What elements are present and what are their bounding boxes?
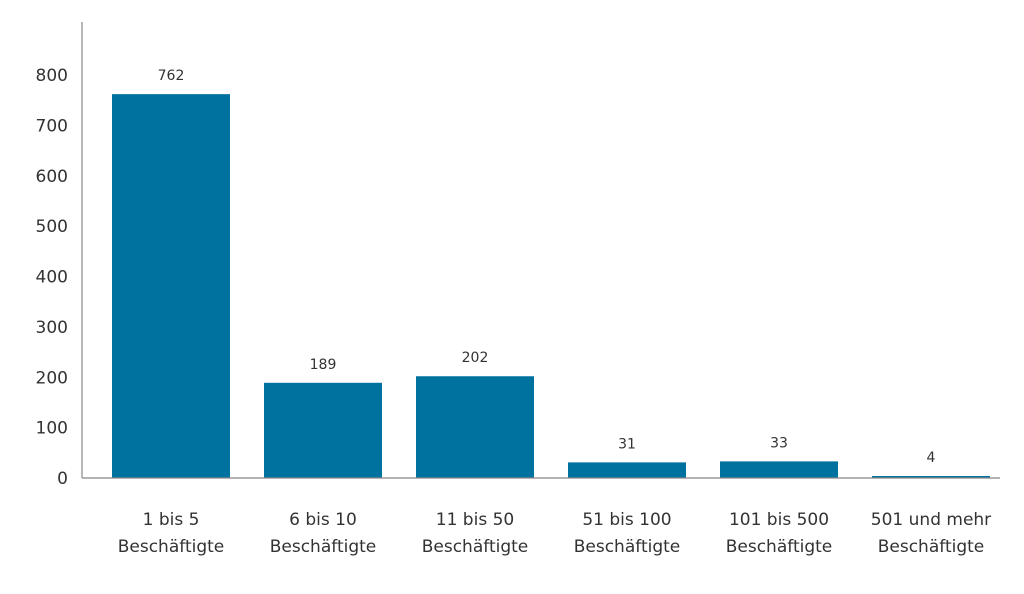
bar (264, 382, 382, 478)
y-tick-label: 200 (36, 368, 68, 388)
data-label: 202 (462, 350, 489, 366)
x-tick-label: Beschäftigte (726, 537, 833, 557)
y-tick-label: 100 (36, 419, 68, 439)
y-tick-label: 600 (36, 167, 68, 187)
x-tick-label: 1 bis 5 (143, 510, 200, 530)
data-label: 33 (770, 435, 788, 451)
x-tick-label: Beschäftigte (270, 537, 377, 557)
x-tick-label: 11 bis 50 (436, 510, 514, 530)
x-tick-label: Beschäftigte (118, 537, 225, 557)
bar (872, 475, 990, 478)
x-tick-label: 6 bis 10 (289, 510, 357, 530)
bar (112, 94, 230, 478)
x-tick-label: Beschäftigte (422, 537, 529, 557)
bar (416, 376, 534, 478)
data-label: 31 (618, 436, 636, 452)
x-tick-label: 51 bis 100 (582, 510, 671, 530)
y-tick-label: 700 (36, 116, 68, 136)
x-tick-label: 101 bis 500 (729, 510, 829, 530)
y-tick-label: 0 (57, 469, 68, 489)
x-tick-label: 501 und mehr (871, 510, 991, 530)
x-tick-label: Beschäftigte (878, 537, 985, 557)
bar (720, 461, 838, 478)
data-label: 762 (158, 68, 185, 84)
y-tick-label: 500 (36, 217, 68, 237)
y-tick-label: 400 (36, 268, 68, 288)
data-label: 189 (310, 357, 337, 373)
bar (568, 462, 686, 478)
y-tick-label: 300 (36, 318, 68, 338)
y-tick-label: 800 (36, 66, 68, 86)
x-tick-label: Beschäftigte (574, 537, 681, 557)
data-label: 4 (927, 450, 936, 466)
